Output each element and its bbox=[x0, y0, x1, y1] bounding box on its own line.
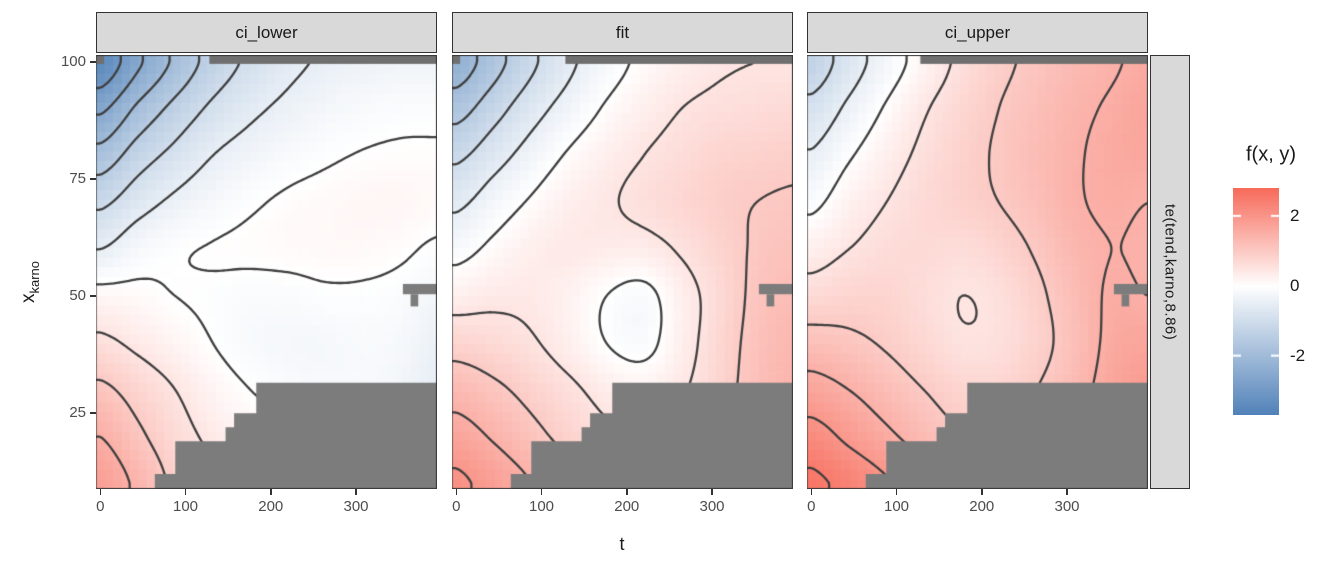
x-tick-label: 300 bbox=[699, 498, 725, 515]
facet-strip-label: fit bbox=[615, 22, 630, 42]
y-tick-mark bbox=[90, 61, 96, 63]
y-tick-label: 75 bbox=[69, 170, 86, 188]
x-tick-label: 200 bbox=[969, 498, 995, 515]
x-tick-mark bbox=[270, 489, 272, 495]
x-tick-mark bbox=[711, 489, 713, 495]
legend-tick-label: 2 bbox=[1290, 205, 1300, 225]
legend-tick-label: -2 bbox=[1290, 345, 1306, 365]
x-tick-label: 0 bbox=[96, 498, 105, 515]
x-tick-mark bbox=[355, 489, 357, 495]
legend-tick-label: 0 bbox=[1290, 275, 1300, 295]
x-tick-label: 200 bbox=[614, 498, 640, 515]
x-tick-mark bbox=[626, 489, 628, 495]
x-tick-mark bbox=[810, 489, 812, 495]
x-axis-title: t bbox=[619, 534, 625, 554]
y-tick-label: 100 bbox=[60, 53, 86, 71]
x-tick-label: 100 bbox=[172, 498, 199, 515]
panel-ci-upper-canvas bbox=[807, 55, 1148, 489]
x-tick-mark bbox=[981, 489, 983, 495]
x-tick-label: 300 bbox=[343, 498, 369, 515]
x-tick-mark bbox=[184, 489, 187, 495]
panel-fit-canvas bbox=[452, 55, 793, 489]
x-tick-label: 100 bbox=[883, 498, 910, 515]
x-tick-label: 100 bbox=[528, 498, 555, 515]
y-tick-mark bbox=[90, 412, 96, 414]
x-tick-mark bbox=[540, 489, 543, 495]
facet-strip-fit: fit bbox=[452, 12, 793, 53]
x-tick-label: 0 bbox=[452, 498, 461, 515]
y-tick-label: 50 bbox=[69, 287, 86, 305]
facet-strip-ci-upper: ci_upper bbox=[807, 12, 1148, 53]
facet-strip-label: ci_upper bbox=[944, 22, 1011, 42]
facet-strip-label: ci_lower bbox=[235, 22, 298, 42]
y-tick-mark bbox=[90, 178, 96, 180]
facet-strip-ci-lower: ci_lower bbox=[96, 12, 437, 53]
panel-ci-lower-canvas bbox=[96, 55, 437, 489]
y-axis-title: xkarno bbox=[18, 261, 42, 303]
legend-title: f(x, y) bbox=[1246, 143, 1296, 166]
x-tick-mark bbox=[895, 489, 898, 495]
x-tick-mark bbox=[455, 489, 457, 495]
x-tick-mark bbox=[1066, 489, 1068, 495]
x-tick-label: 0 bbox=[807, 498, 816, 515]
x-tick-mark bbox=[99, 489, 101, 495]
y-tick-mark bbox=[90, 295, 96, 297]
right-facet-strip-label: te(tend,karno,8.86) bbox=[1161, 203, 1179, 341]
x-tick-label: 200 bbox=[258, 498, 284, 515]
right-facet-strip: te(tend,karno,8.86) bbox=[1150, 55, 1190, 489]
colorbar-canvas bbox=[1233, 188, 1279, 415]
y-axis-title-base: x bbox=[18, 293, 40, 304]
x-tick-label: 300 bbox=[1054, 498, 1080, 515]
y-axis-title-subscript: karno bbox=[26, 260, 42, 294]
y-tick-label: 25 bbox=[69, 404, 86, 422]
